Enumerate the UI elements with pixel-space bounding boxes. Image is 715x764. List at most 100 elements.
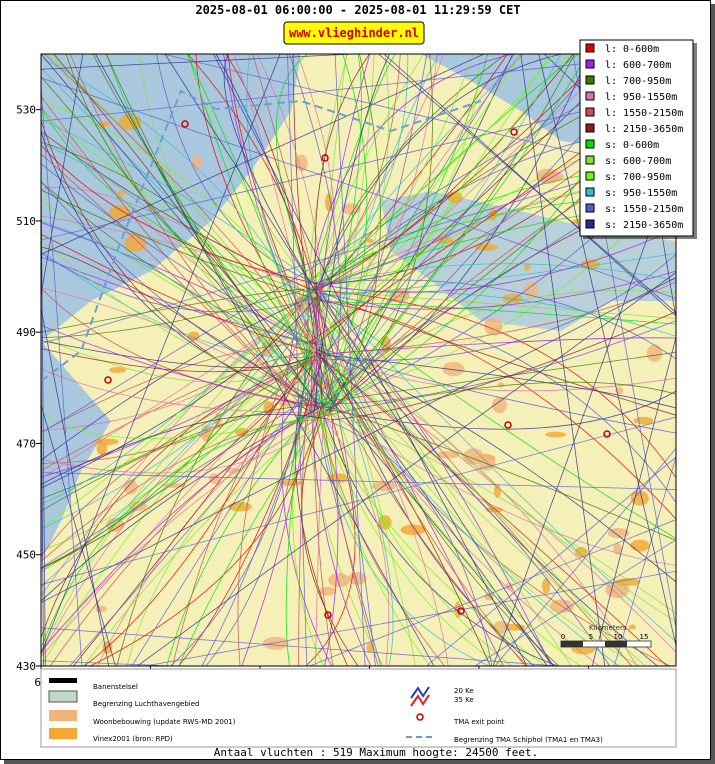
flight-track — [316, 54, 630, 345]
flight-track — [41, 181, 324, 345]
housing-blob — [545, 431, 567, 438]
legend-swatch — [585, 203, 595, 213]
scalebar-label: 15 — [640, 633, 649, 641]
flight-track — [41, 343, 324, 433]
flight-track — [41, 240, 315, 405]
flight-track — [41, 357, 320, 557]
flight-track — [41, 289, 321, 432]
flight-track — [311, 352, 528, 666]
flight-track — [313, 299, 676, 520]
housing-blob — [96, 121, 111, 127]
flight-track — [41, 404, 318, 512]
legend-swatch — [585, 91, 595, 101]
overflight-track — [383, 54, 676, 317]
overflight-track — [41, 88, 676, 241]
overflight-track — [69, 54, 605, 666]
map-legend-label: 20 Ke — [454, 687, 474, 695]
map-legend-label: Begrenzing TMA Schiphol (TMA1 en TMA3) — [454, 736, 603, 744]
flight-track — [83, 349, 312, 666]
overflight-track — [41, 153, 676, 345]
legend-swatch — [585, 43, 595, 53]
flight-track — [322, 355, 600, 666]
flight-track — [330, 311, 676, 421]
overflight-track — [426, 456, 676, 666]
flight-track — [41, 324, 333, 409]
overflight-track — [95, 54, 435, 666]
scalebar-label: 10 — [614, 633, 623, 641]
overflight-track — [41, 54, 554, 666]
flight-track — [316, 54, 362, 409]
flight-track — [313, 54, 390, 412]
flight-track — [41, 287, 320, 408]
land — [41, 54, 676, 666]
map-legend-label: Vinex2001 (bron: RPD) — [93, 735, 173, 743]
housing-blob — [541, 578, 551, 594]
flight-track — [318, 354, 491, 666]
overflight-track — [41, 416, 676, 585]
exit-points — [104, 120, 611, 619]
flight-track — [41, 144, 322, 285]
housing-blob — [497, 382, 505, 388]
flight-track — [319, 54, 562, 405]
housing-blob — [442, 361, 465, 377]
overflight-track — [41, 54, 354, 70]
legend-swatch — [585, 219, 595, 229]
flight-track — [41, 415, 331, 474]
legend-label: l: 700-950m — [605, 76, 671, 87]
map-legend-label: TMA exit point — [453, 718, 505, 726]
footer: Antaal vluchten : 519 Maximum hoogte: 24… — [214, 746, 539, 759]
flight-track — [246, 54, 325, 355]
housing-blob — [524, 281, 539, 299]
overflight-track — [137, 272, 676, 666]
flight-track — [317, 290, 676, 414]
overflight-track — [334, 54, 366, 666]
overflight-track — [41, 54, 485, 255]
flight-track — [319, 54, 507, 286]
housing-blob — [190, 155, 203, 169]
markermeer — [381, 191, 676, 331]
flight-track — [311, 286, 676, 416]
housing-blob — [646, 344, 663, 362]
flight-track — [41, 291, 311, 505]
y-tick-label: 490 — [16, 326, 36, 339]
flight-track — [322, 254, 676, 361]
flight-track — [223, 54, 320, 354]
flight-track — [320, 357, 611, 666]
flight-track — [307, 54, 554, 282]
flight-track — [195, 54, 313, 346]
overflight-track — [41, 277, 676, 603]
flight-track — [41, 340, 310, 369]
legend-label: s: 700-950m — [605, 172, 671, 183]
flight-track — [237, 300, 319, 666]
flight-track — [41, 142, 318, 411]
legend-label: l: 2150-3650m — [605, 124, 683, 135]
housing-blob — [109, 367, 127, 374]
flight-track — [41, 246, 319, 409]
flight-track — [320, 54, 347, 355]
legend: l: 0-600m l: 600-700m l: 700-950m l: 950-15… — [579, 39, 697, 239]
y-tick-label: 530 — [16, 104, 36, 117]
flight-track — [316, 253, 676, 298]
flight-track — [307, 284, 376, 666]
flight-track — [315, 381, 676, 419]
map-legend-label: Begrenzing Luchthavengebied — [93, 700, 200, 708]
flight-track — [187, 54, 327, 347]
flight-track — [53, 54, 319, 408]
legend-label: s: 1550-2150m — [605, 204, 683, 215]
flight-track — [189, 54, 317, 296]
flight-track — [41, 296, 312, 461]
flight-track — [281, 290, 332, 666]
housing-blob — [628, 624, 636, 630]
flight-track — [41, 347, 316, 666]
overflight-track — [41, 54, 281, 654]
flight-track — [302, 283, 572, 666]
flight-track — [301, 420, 359, 666]
flight-track — [156, 54, 319, 285]
flight-track — [41, 414, 322, 648]
housing-blob — [117, 190, 126, 196]
flight-track — [233, 54, 316, 413]
flight-track — [116, 285, 317, 666]
flight-track — [318, 54, 590, 417]
flight-track — [317, 349, 676, 583]
